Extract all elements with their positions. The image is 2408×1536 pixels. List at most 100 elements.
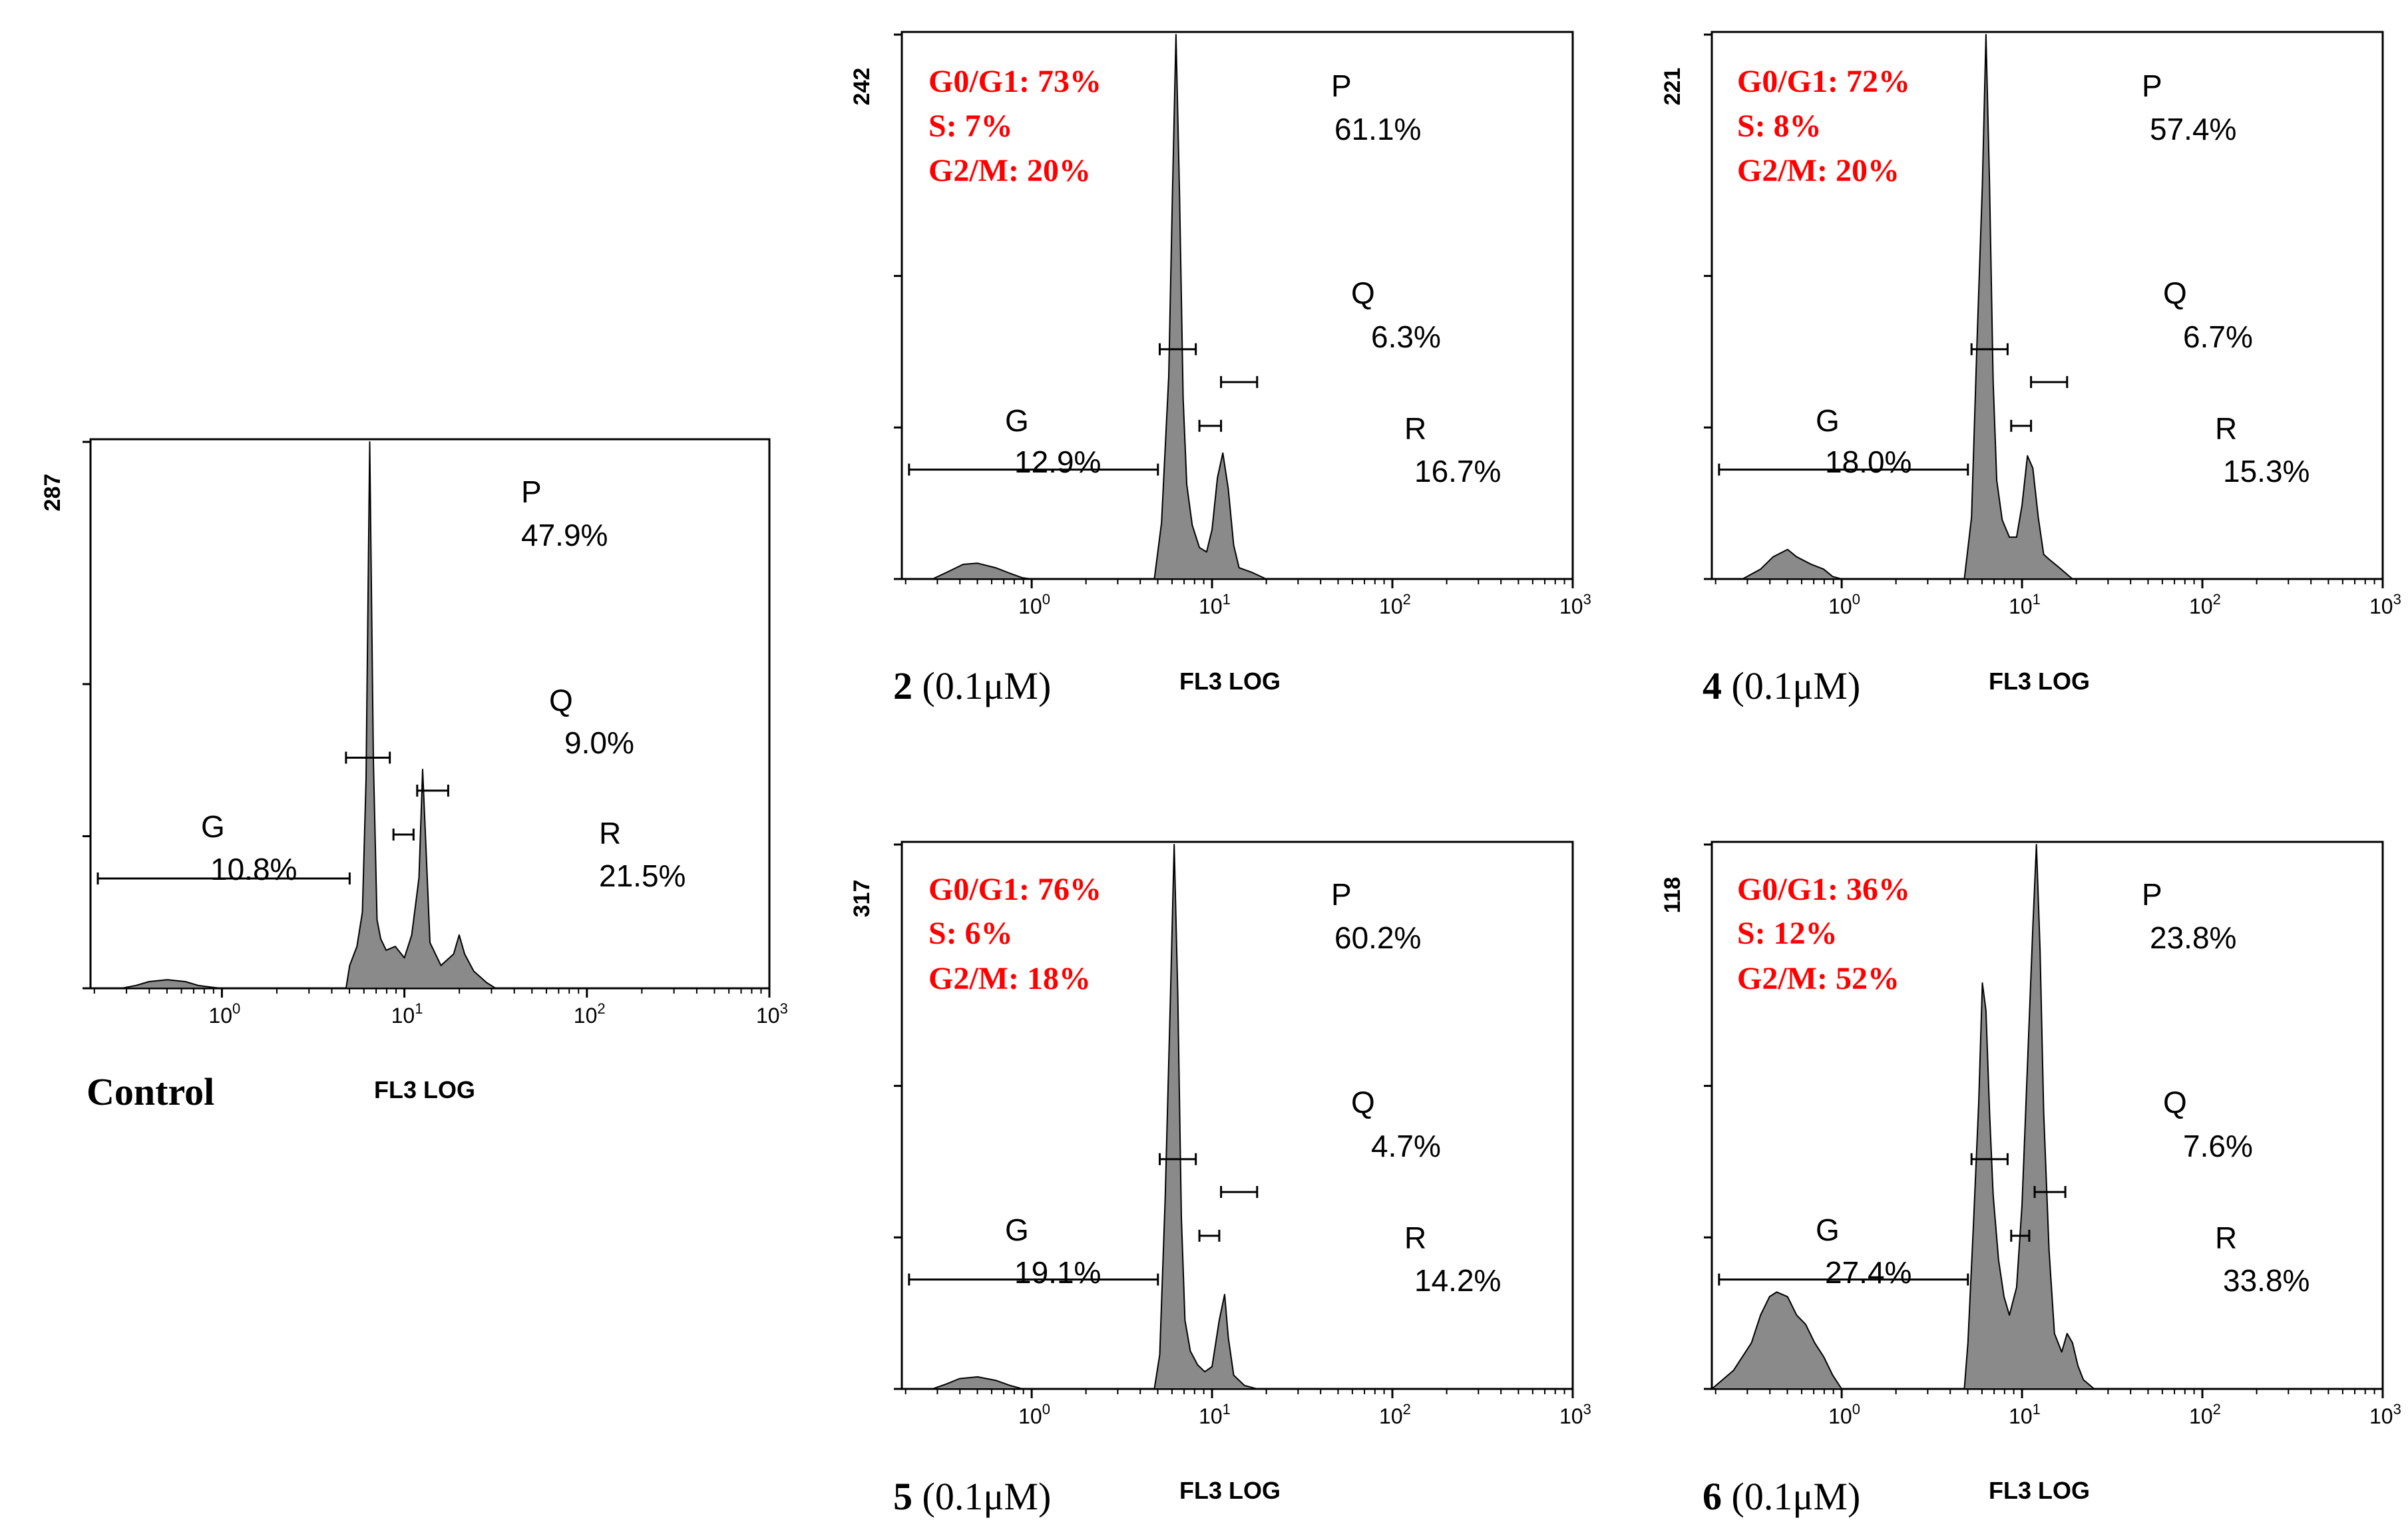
tick-exponent: 0 [1852,1401,1860,1418]
gate-value-r: 15.3% [2223,454,2309,488]
tick-base: 10 [391,1004,415,1028]
x-tick-label: 100 [1828,1401,1860,1428]
gate-value-q: 9.0% [564,725,634,760]
x-tick-label: 102 [1379,1401,1411,1428]
gate-marker-r [2030,376,2069,389]
phase-s: S: 6% [928,916,1013,951]
tick-exponent: 1 [415,1000,423,1017]
gate-label-q: Q [2163,1085,2187,1119]
caption-concentration: (0.1μM) [912,664,1051,707]
gate-value-g: 12.9% [1014,445,1101,479]
gate-marker-q [1198,419,1223,432]
gate-label-p: P [2142,877,2162,912]
tick-exponent: 1 [1223,591,1231,608]
phase-s: S: 8% [1737,108,1822,144]
panel-caption: 2 (0.1μM) [893,664,1051,707]
gate-value-g: 18.0% [1825,445,1911,479]
gate-value-p: 60.2% [1334,920,1421,955]
tick-base: 10 [756,1004,780,1028]
gate-label-r: R [1404,1221,1426,1255]
tick-exponent: 1 [1223,1401,1231,1418]
y-max-label: 118 [1660,877,1685,914]
histogram-area [1711,844,2383,1390]
y-max-label: 221 [1660,68,1685,106]
gate-label-q: Q [549,683,573,717]
gate-label-p: P [1331,69,1352,103]
gate-value-r: 33.8% [2223,1263,2309,1298]
tick-base: 10 [1828,1404,1852,1428]
gate-value-g: 19.1% [1014,1255,1101,1290]
x-tick-label: 100 [1018,591,1050,618]
gate-label-r: R [1404,411,1426,446]
gate-value-p: 47.9% [521,518,608,552]
gate-value-p: 23.8% [2150,920,2236,955]
tick-base: 10 [2009,594,2033,618]
caption-compound: Control [87,1070,214,1113]
gate-label-q: Q [1351,1085,1375,1119]
gate-value-p: 61.1% [1334,112,1421,146]
gate-labels: P 57.4% Q 6.7% G 18.0% R 15.3% [1816,69,2309,488]
gate-labels: P 61.1% Q 6.3% G 12.9% R 16.7% [1005,69,1501,488]
x-tick-label: 101 [1199,1401,1231,1428]
x-tick-label: 102 [1379,591,1411,618]
gate-marker-q [2010,419,2033,432]
tick-exponent: 0 [1042,1401,1050,1418]
phase-summary: G0/G1: 36% S: 12% G2/M: 52% [1737,872,1910,996]
gate-label-p: P [1331,877,1352,912]
tick-exponent: 3 [2393,1401,2401,1418]
x-tick-label: 102 [2189,1401,2221,1428]
x-axis-label: FL3 LOG [1179,668,1281,695]
x-tick-label: 100 [1828,591,1860,618]
tick-exponent: 2 [597,1000,605,1017]
y-max-label: 287 [40,474,65,512]
panel-compound-4: 100 101 102 103 221 G0/G1: 72% S: 8% G2/M: … [1660,31,2401,707]
caption-compound: 5 [893,1475,912,1518]
gate-marker-r [2033,1186,2067,1199]
gate-marker-q [1198,1229,1221,1242]
panel-compound-5: 100 101 102 103 317 G0/G1: 76% S: 6% G2/M: … [849,841,1591,1518]
phase-g2m: G2/M: 18% [928,961,1091,996]
phase-summary: G0/G1: 76% S: 6% G2/M: 18% [928,872,1102,996]
gate-label-g: G [1816,1213,1840,1247]
x-tick-label: 100 [208,1000,240,1028]
plot-frame [89,438,771,990]
panel-caption: 6 (0.1μM) [1703,1475,1860,1518]
phase-g0g1: G0/G1: 76% [928,872,1102,907]
tick-exponent: 2 [2213,1401,2221,1418]
gate-label-r: R [2215,1221,2237,1255]
tick-base: 10 [1199,1404,1223,1428]
phase-s: S: 7% [928,108,1013,144]
x-axis-label: FL3 LOG [1989,1477,2090,1504]
x-tick-label: 103 [1559,1401,1591,1428]
phase-g0g1: G0/G1: 36% [1737,872,1910,907]
gate-label-r: R [599,816,621,851]
x-axis-label: FL3 LOG [1179,1477,1281,1504]
tick-base: 10 [1559,1404,1583,1428]
gate-marker-q [2010,1229,2031,1242]
x-tick-label: 102 [574,1000,606,1028]
histogram-area [901,34,1573,580]
tick-exponent: 3 [780,1000,788,1017]
tick-base: 10 [2369,594,2393,618]
gate-label-q: Q [1351,276,1375,310]
x-tick-label: 101 [2009,591,2041,618]
gate-marker-g [1718,1273,1969,1286]
tick-base: 10 [1379,594,1403,618]
gate-value-q: 7.6% [2183,1129,2253,1163]
gate-label-g: G [1005,1213,1029,1247]
x-tick-label: 103 [2369,1401,2401,1428]
tick-base: 10 [2369,1404,2393,1428]
x-tick-label: 103 [2369,591,2401,618]
gate-label-p: P [521,475,542,509]
gate-value-q: 6.7% [2183,319,2253,354]
gate-value-q: 6.3% [1371,319,1441,354]
panel-caption: Control [87,1070,214,1113]
x-tick-label: 100 [1018,1401,1050,1428]
gate-marker-p [1970,343,2009,355]
phase-g2m: G2/M: 20% [1737,153,1900,188]
tick-base: 10 [208,1004,232,1028]
gate-marker-p [1158,343,1197,355]
x-tick-label: 101 [391,1000,423,1028]
gate-label-g: G [201,809,225,844]
gate-marker-p [345,751,391,764]
